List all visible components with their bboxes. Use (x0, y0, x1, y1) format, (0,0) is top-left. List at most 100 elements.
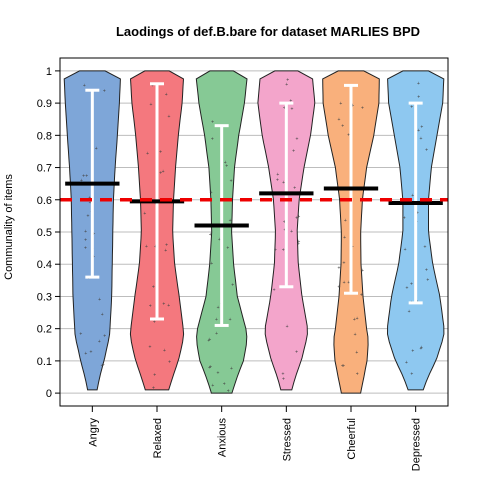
data-point: + (103, 334, 106, 340)
data-point: + (227, 388, 230, 394)
data-point: + (290, 229, 293, 235)
y-tick-label: 0.9 (37, 98, 52, 110)
data-point: + (282, 180, 285, 186)
data-point: + (159, 171, 162, 177)
data-point: + (343, 280, 346, 286)
data-point: + (85, 174, 88, 180)
data-point: + (229, 218, 232, 224)
data-point: + (403, 216, 406, 222)
data-point: + (231, 282, 234, 288)
x-tick-label: Stressed (281, 418, 293, 461)
data-point: + (344, 218, 347, 224)
data-point: + (416, 210, 419, 216)
y-tick-label: 0.6 (37, 195, 52, 207)
data-point: + (410, 281, 413, 287)
data-point: + (226, 246, 229, 252)
violin-depressed: ++++++++++++++++++++++++++ (386, 70, 445, 391)
data-point: + (143, 211, 146, 217)
data-point: + (211, 136, 214, 142)
data-point: + (151, 83, 154, 89)
data-point: + (79, 332, 82, 338)
data-point: + (153, 373, 156, 379)
data-point: + (292, 148, 295, 154)
violins: ++++++++++++++++++++++++++++++++++++++++… (63, 70, 445, 394)
data-point: + (209, 364, 212, 370)
data-point: + (98, 297, 101, 303)
data-point: + (210, 261, 213, 267)
data-point: + (159, 149, 162, 155)
data-point: + (217, 370, 220, 376)
data-point: + (297, 239, 300, 245)
data-point: + (283, 105, 286, 111)
data-point: + (162, 302, 165, 308)
data-point: + (355, 350, 358, 356)
data-point: + (420, 136, 423, 142)
data-point: + (347, 280, 350, 286)
y-tick-label: 0.8 (37, 130, 52, 142)
data-point: + (295, 137, 298, 143)
data-point: + (152, 386, 155, 392)
data-point: + (101, 312, 104, 318)
data-point: + (84, 246, 87, 252)
y-tick-label: 0.1 (37, 356, 52, 368)
y-tick-label: 0 (46, 388, 52, 400)
y-tick-label: 1 (46, 66, 52, 78)
data-point: + (343, 235, 346, 241)
data-point: + (276, 178, 279, 184)
data-point: + (360, 293, 363, 299)
data-point: + (361, 105, 364, 111)
data-point: + (168, 359, 171, 365)
data-point: + (286, 78, 289, 84)
data-point: + (293, 185, 296, 191)
data-point: + (223, 382, 226, 388)
data-point: + (153, 319, 156, 325)
data-point: + (210, 190, 213, 196)
data-point: + (150, 102, 153, 108)
data-point: + (417, 128, 420, 134)
plot-frame (59, 57, 449, 407)
data-point: + (165, 242, 168, 248)
data-point: + (165, 92, 168, 98)
data-point: + (361, 268, 364, 274)
data-point: + (297, 214, 300, 220)
data-point: + (297, 242, 300, 248)
data-point: + (426, 277, 429, 283)
data-point: + (101, 363, 104, 369)
data-point: + (337, 117, 340, 123)
data-point: + (230, 366, 233, 372)
violin-cheerful: ++++++++++++++++++++++++++ (322, 70, 380, 394)
data-point: + (208, 365, 211, 371)
violin-relaxed: ++++++++++++++++++++++++++ (129, 70, 185, 392)
data-point: + (356, 316, 359, 322)
data-point: + (420, 346, 423, 352)
data-point: + (87, 213, 90, 219)
data-point: + (167, 303, 170, 309)
data-point: + (342, 261, 345, 267)
data-point: + (286, 324, 289, 330)
data-point: + (341, 364, 344, 370)
data-point: + (102, 362, 105, 368)
data-point: + (84, 238, 87, 244)
data-point: + (162, 169, 165, 175)
x-tick-label: Depressed (411, 418, 423, 471)
data-point: + (273, 287, 276, 293)
data-point: + (164, 248, 167, 254)
data-point: + (291, 106, 294, 112)
data-point: + (83, 83, 86, 89)
y-tick-label: 0.4 (37, 259, 52, 271)
axes: 0 0.1 0.2 0.3 0.4 0.5 0.6 0.7 0.8 0.9 1 Angry Relaxe… (37, 57, 449, 471)
data-point: + (89, 349, 92, 355)
data-point: + (282, 371, 285, 377)
data-point: + (410, 105, 413, 111)
data-point: + (353, 317, 356, 323)
data-point: + (425, 147, 428, 153)
data-point: + (337, 285, 340, 291)
data-point: + (145, 244, 148, 250)
data-point: + (218, 237, 221, 243)
data-point: + (103, 88, 106, 94)
data-point: + (207, 338, 210, 344)
data-point: + (282, 248, 285, 254)
data-point: + (211, 383, 214, 389)
y-tick-label: 0.5 (37, 227, 52, 239)
